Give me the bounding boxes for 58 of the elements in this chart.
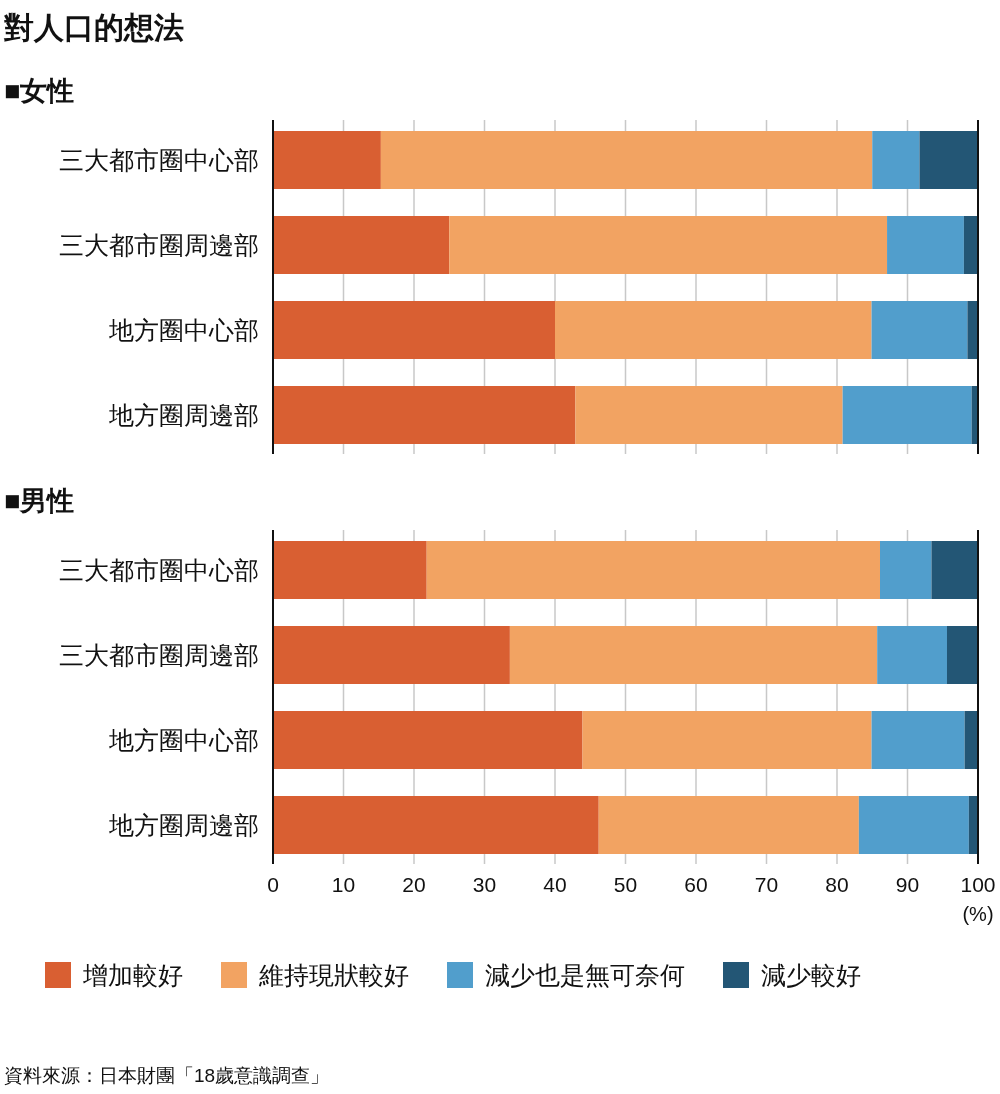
source-note: 資料來源：日本財團「18歲意識調查」 <box>4 1065 330 1086</box>
x-tick-label: 100 <box>960 873 996 896</box>
bar <box>946 626 978 684</box>
bar <box>273 131 381 189</box>
bar <box>871 711 965 769</box>
y-tick-label: 地方圈周邊部 <box>108 811 259 839</box>
text: ■男性 <box>4 486 75 516</box>
x-tick-label: 0 <box>267 873 279 896</box>
bar <box>887 216 964 274</box>
chart-title: 對人口的想法 <box>3 11 184 44</box>
bar <box>509 626 878 684</box>
bar <box>449 216 888 274</box>
bar <box>582 711 872 769</box>
y-tick-label: 三大都市圈周邊部 <box>59 231 259 259</box>
x-tick-label: 20 <box>402 873 426 896</box>
bar <box>880 541 932 599</box>
legend-label: 減少也是無可奈何 <box>485 961 685 989</box>
legend-label: 減少較好 <box>761 961 861 989</box>
x-axis-title: (%) <box>962 903 994 925</box>
bar <box>575 386 843 444</box>
y-tick-label: 地方圈中心部 <box>108 726 259 754</box>
y-tick-label: 三大都市圈周邊部 <box>59 641 259 669</box>
x-tick-label: 40 <box>543 873 567 896</box>
y-tick-label: 地方圈中心部 <box>108 316 259 344</box>
bar <box>380 131 873 189</box>
x-tick-label: 50 <box>613 873 638 896</box>
bar <box>858 796 969 854</box>
y-tick-label: 三大都市圈中心部 <box>59 556 259 584</box>
legend-label: 增加較好 <box>82 961 183 989</box>
bar <box>426 541 881 599</box>
bar <box>273 626 510 684</box>
y-tick-label: 地方圈周邊部 <box>108 401 259 429</box>
bar <box>871 301 968 359</box>
bar <box>872 131 920 189</box>
bar <box>273 386 576 444</box>
bar <box>964 711 978 769</box>
bar <box>273 796 599 854</box>
text: ■女性 <box>4 76 75 106</box>
x-tick-label: 80 <box>825 873 849 896</box>
bar <box>273 711 583 769</box>
bar <box>919 131 978 189</box>
x-tick-label: 10 <box>331 873 356 896</box>
bar <box>967 301 978 359</box>
bar <box>273 541 427 599</box>
bar <box>273 301 555 359</box>
bar <box>877 626 947 684</box>
x-tick-label: 30 <box>472 873 497 896</box>
bar <box>273 216 450 274</box>
bar <box>963 216 978 274</box>
x-tick-label: 60 <box>684 873 708 896</box>
y-tick-label: 三大都市圈中心部 <box>59 146 259 174</box>
bar <box>931 541 978 599</box>
bar <box>598 796 859 854</box>
bar <box>555 301 872 359</box>
legend-label: 維持現狀較好 <box>258 961 409 989</box>
x-tick-label: 90 <box>895 873 920 896</box>
bar <box>842 386 972 444</box>
x-tick-label: 70 <box>754 873 779 896</box>
